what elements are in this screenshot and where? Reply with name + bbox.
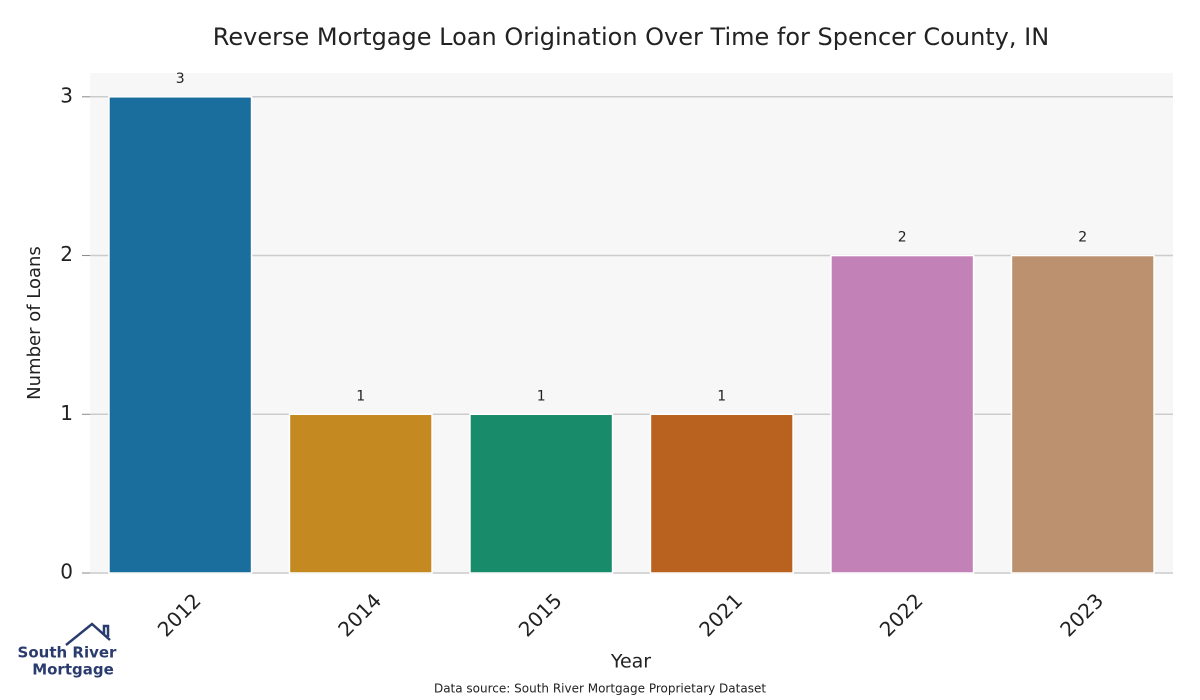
x-tick-label: 2021 xyxy=(694,588,747,641)
logo: South River Mortgage xyxy=(18,622,118,679)
bar xyxy=(288,413,433,574)
plot-area xyxy=(90,73,1173,573)
x-tick-label: 2014 xyxy=(333,588,386,641)
bar xyxy=(830,254,975,574)
y-tick-label: 1 xyxy=(60,401,73,425)
value-label: 2 xyxy=(1078,230,1087,246)
x-tick-label: 2023 xyxy=(1055,588,1108,641)
value-label: 1 xyxy=(537,388,546,404)
x-tick-label: 2015 xyxy=(514,588,567,641)
bar xyxy=(469,413,614,574)
y-axis-label: Number of Loans xyxy=(24,246,45,400)
bar xyxy=(108,96,253,574)
chart-title: Reverse Mortgage Loan Origination Over T… xyxy=(213,23,1049,51)
value-label: 1 xyxy=(356,388,365,404)
y-tick-label: 3 xyxy=(60,83,73,107)
source-note: Data source: South River Mortgage Propri… xyxy=(434,682,766,696)
y-tick-label: 2 xyxy=(60,242,73,266)
x-tick-label: 2022 xyxy=(875,588,928,641)
y-tick-label: 0 xyxy=(60,560,73,584)
bar xyxy=(649,413,794,574)
value-label: 1 xyxy=(717,388,726,404)
bar xyxy=(1010,254,1155,574)
x-tick-label: 2012 xyxy=(153,588,206,641)
value-label: 3 xyxy=(176,71,185,87)
logo-roof xyxy=(65,622,111,646)
logo-text: Mortgage xyxy=(32,661,114,679)
x-axis-label: Year xyxy=(610,651,651,673)
logo-text: South River xyxy=(18,644,118,662)
value-label: 2 xyxy=(898,230,907,246)
